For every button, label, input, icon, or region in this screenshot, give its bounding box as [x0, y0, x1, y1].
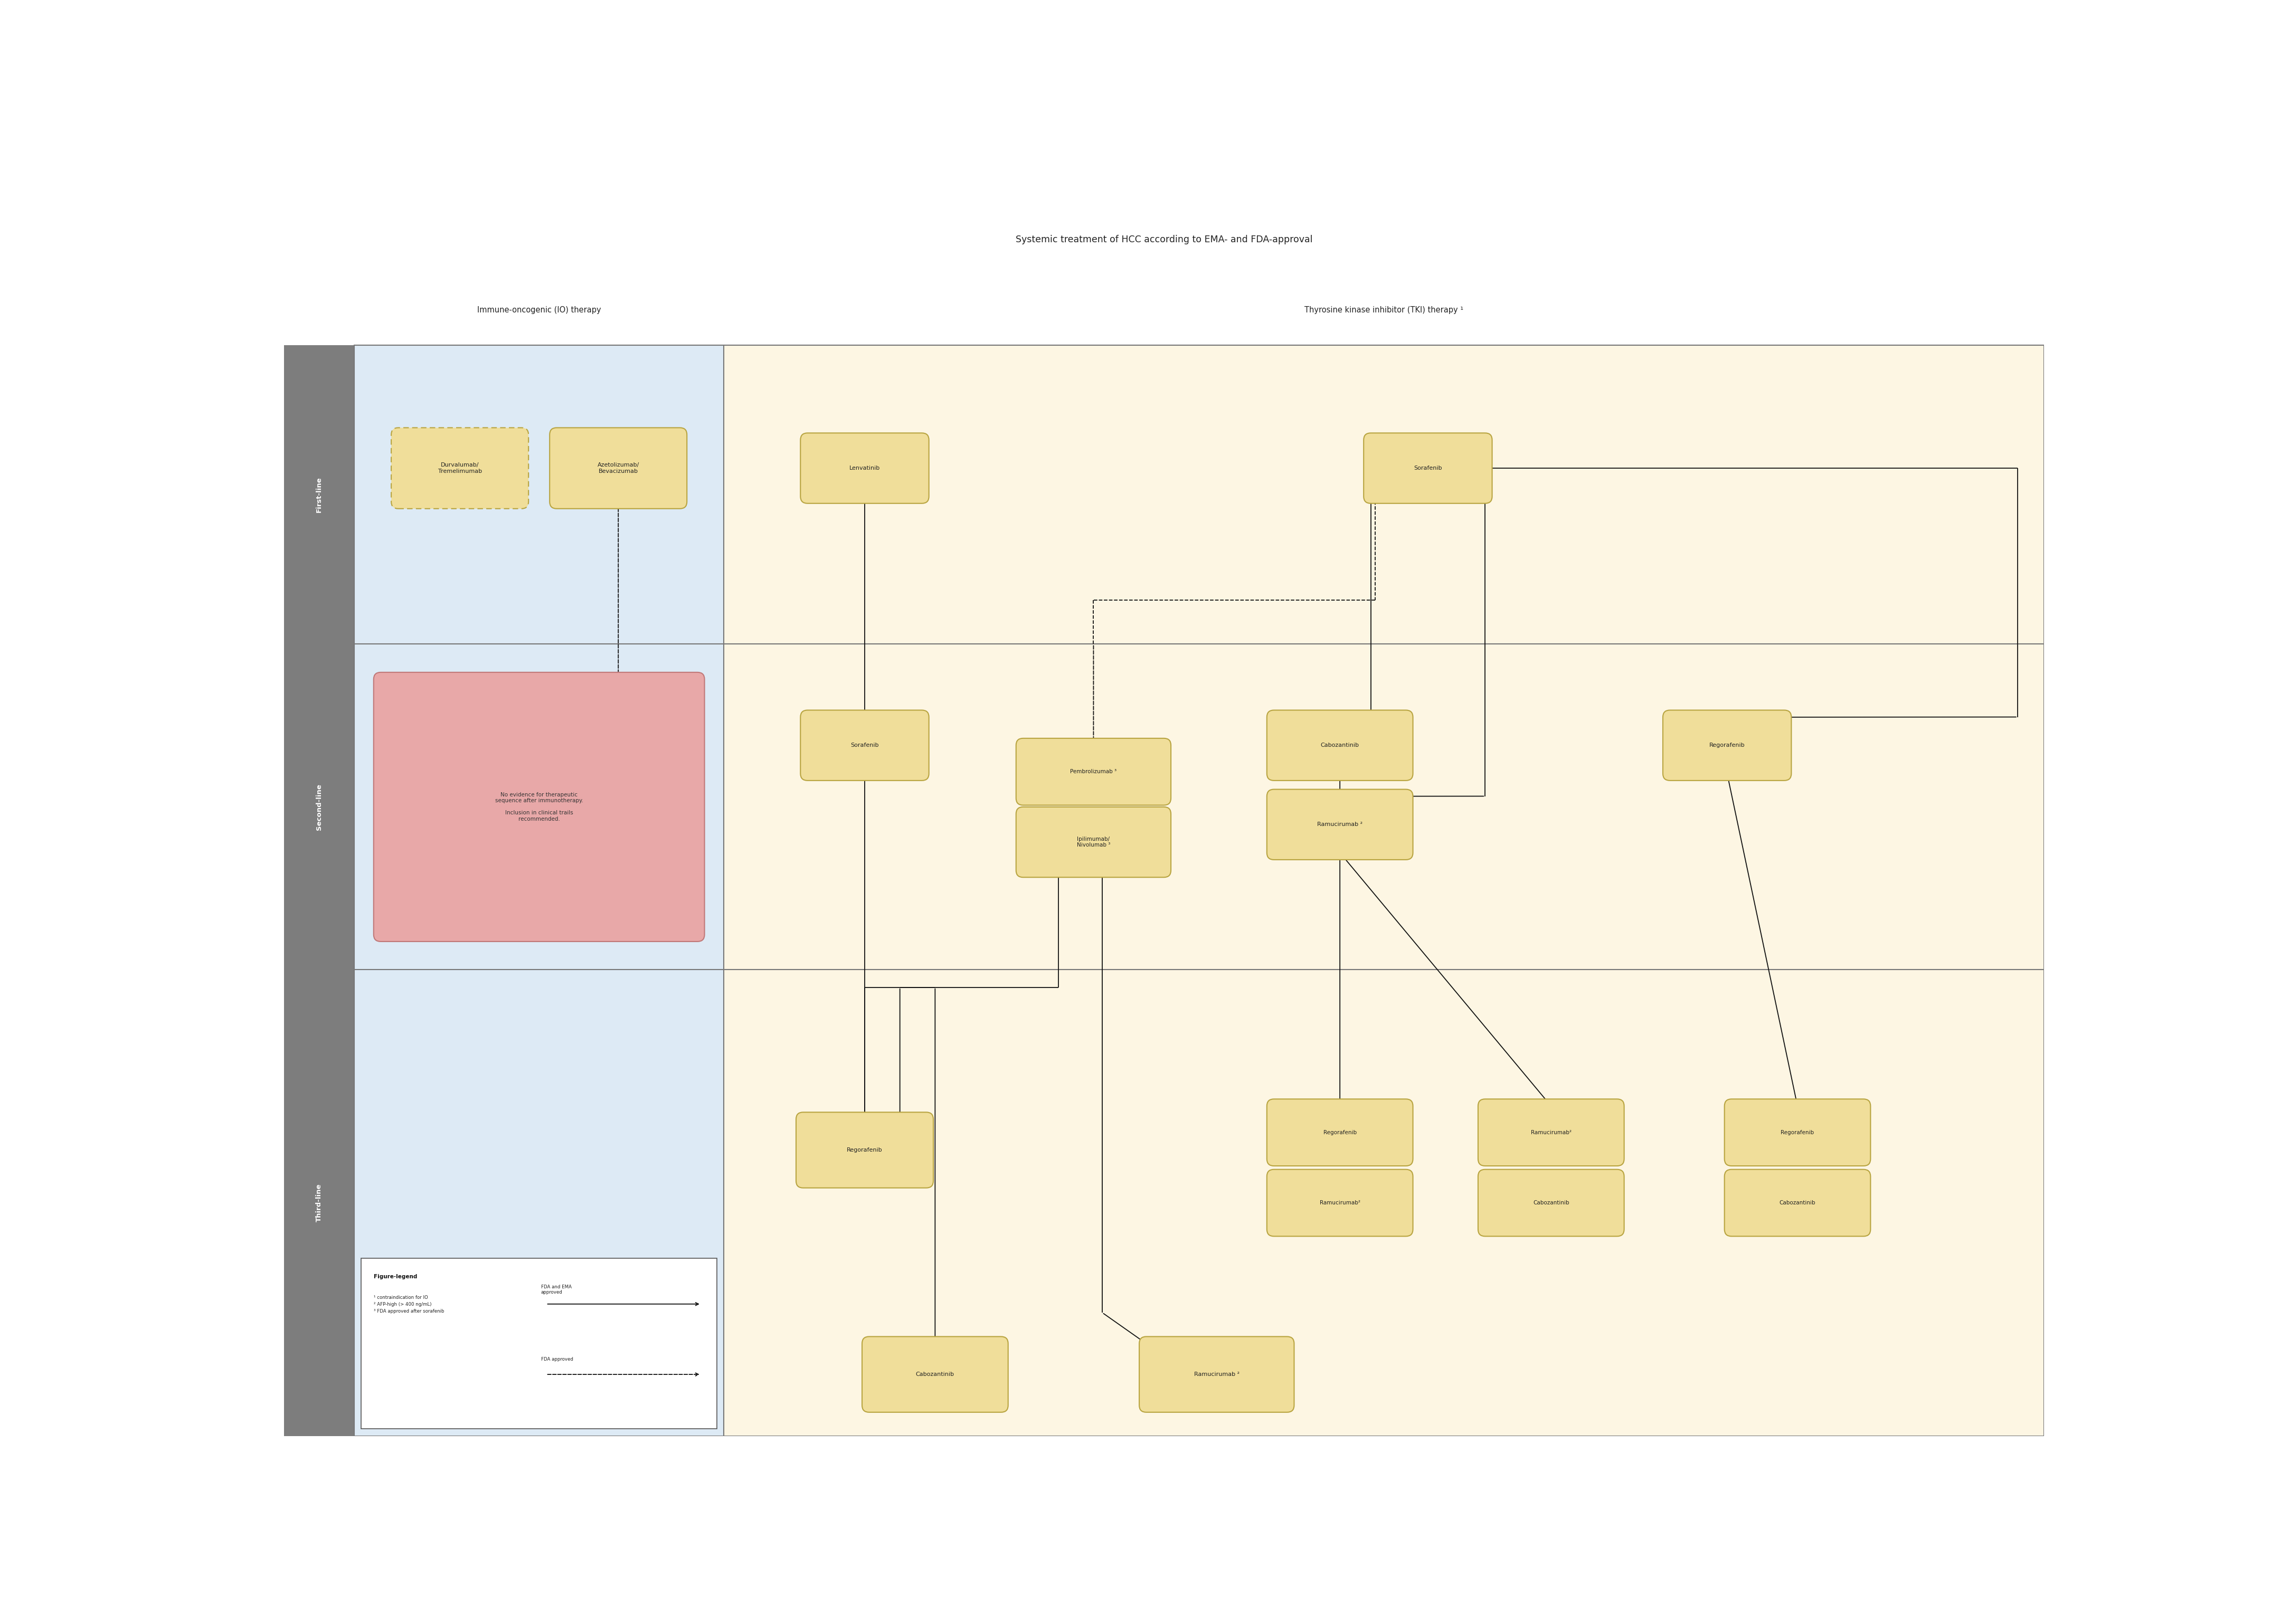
Bar: [284, 970, 354, 1436]
Text: Immune-oncogenic (IO) therapy: Immune-oncogenic (IO) therapy: [477, 305, 602, 313]
Text: Thyrosine kinase inhibitor (TKI) therapy ¹: Thyrosine kinase inhibitor (TKI) therapy…: [1304, 305, 1463, 313]
Text: Systemic treatment of HCC according to EMA- and FDA-approval: Systemic treatment of HCC according to E…: [1015, 235, 1313, 244]
Bar: [284, 344, 354, 645]
FancyBboxPatch shape: [361, 1259, 718, 1429]
FancyBboxPatch shape: [1140, 1337, 1294, 1413]
Text: Ramucirumab²: Ramucirumab²: [1531, 1130, 1572, 1135]
FancyBboxPatch shape: [1015, 739, 1172, 806]
Text: Regorafenib: Regorafenib: [847, 1148, 883, 1153]
Text: Pembrolizumab ³: Pembrolizumab ³: [1070, 770, 1117, 775]
Text: Cabozantinib: Cabozantinib: [1780, 1200, 1815, 1205]
Text: Ipilimumab/
Nivolumab ³: Ipilimumab/ Nivolumab ³: [1076, 836, 1111, 848]
Bar: [724, 344, 2044, 1436]
Text: Ramucirumab²: Ramucirumab²: [1319, 1200, 1360, 1205]
FancyBboxPatch shape: [1363, 434, 1492, 503]
Text: First-line: First-line: [316, 477, 322, 513]
Text: Azetolizumab/
Bevacizumab: Azetolizumab/ Bevacizumab: [597, 463, 638, 474]
Text: Sorafenib: Sorafenib: [852, 742, 879, 749]
FancyBboxPatch shape: [797, 1112, 933, 1187]
FancyBboxPatch shape: [1267, 1099, 1413, 1166]
FancyBboxPatch shape: [550, 427, 686, 508]
FancyBboxPatch shape: [1478, 1099, 1624, 1166]
FancyBboxPatch shape: [391, 427, 529, 508]
Text: Ramucirumab ²: Ramucirumab ²: [1317, 822, 1363, 827]
FancyBboxPatch shape: [1267, 710, 1413, 781]
FancyBboxPatch shape: [1267, 789, 1413, 859]
Text: Ramucirumab ²: Ramucirumab ²: [1195, 1372, 1240, 1377]
Text: Cabozantinib: Cabozantinib: [915, 1372, 954, 1377]
Text: ¹ contraindication for IO
² AFP-high (> 400 ng/mL)
³ FDA approved after sorafeni: ¹ contraindication for IO ² AFP-high (> …: [375, 1296, 445, 1314]
Text: Regorafenib: Regorafenib: [1324, 1130, 1356, 1135]
Text: Lenvatinib: Lenvatinib: [849, 466, 881, 471]
Text: Cabozantinib: Cabozantinib: [1533, 1200, 1569, 1205]
Text: Regorafenib: Regorafenib: [1780, 1130, 1815, 1135]
Text: No evidence for therapeutic
sequence after immunotherapy.

Inclusion in clinical: No evidence for therapeutic sequence aft…: [495, 793, 584, 822]
FancyBboxPatch shape: [863, 1337, 1008, 1413]
Text: Figure-legend: Figure-legend: [375, 1275, 418, 1280]
Text: Durvalumab/
Tremelimumab: Durvalumab/ Tremelimumab: [438, 463, 481, 474]
FancyBboxPatch shape: [1267, 1169, 1413, 1236]
FancyBboxPatch shape: [1662, 710, 1792, 781]
Text: FDA and EMA
approved: FDA and EMA approved: [540, 1285, 572, 1294]
Text: Second-line: Second-line: [316, 784, 322, 830]
FancyBboxPatch shape: [1015, 807, 1172, 877]
Text: Regorafenib: Regorafenib: [1710, 742, 1744, 749]
FancyBboxPatch shape: [1724, 1099, 1871, 1166]
FancyBboxPatch shape: [375, 672, 704, 942]
Text: Third-line: Third-line: [316, 1184, 322, 1221]
FancyBboxPatch shape: [799, 710, 929, 781]
Bar: [354, 344, 2044, 1436]
Bar: [354, 344, 724, 1436]
Text: Cabozantinib: Cabozantinib: [1322, 742, 1358, 749]
FancyBboxPatch shape: [1724, 1169, 1871, 1236]
Text: Sorafenib: Sorafenib: [1415, 466, 1442, 471]
Text: FDA approved: FDA approved: [540, 1356, 572, 1361]
FancyBboxPatch shape: [799, 434, 929, 503]
FancyBboxPatch shape: [1478, 1169, 1624, 1236]
Bar: [284, 645, 354, 970]
